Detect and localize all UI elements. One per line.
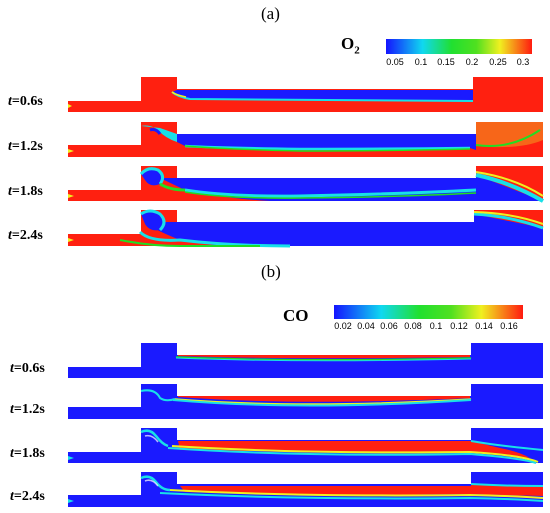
colorbar-b-tick-2: 0.04 <box>357 321 375 331</box>
colorbar-b-tick-4: 0.08 <box>404 321 422 331</box>
colorbar-a-tick-1: 0.05 <box>386 57 404 67</box>
time-label-a-3: t=1.8s <box>8 184 43 199</box>
co-contour-t24 <box>68 472 544 507</box>
o2-contour-t06 <box>68 77 543 112</box>
colorbar-b-tick-8: 0.16 <box>500 321 518 331</box>
colorbar-b-tick-3: 0.06 <box>380 321 398 331</box>
time-label-b-2: t=1.2s <box>10 402 45 417</box>
time-label-a-4: t=2.4s <box>8 228 43 243</box>
panel-a-label: (a) <box>261 4 280 23</box>
o2-contour-t24 <box>68 209 544 248</box>
colorbar-a-tick-6: 0.3 <box>516 57 530 67</box>
time-label-b-4: t=2.4s <box>10 489 45 504</box>
colorbar-a-tick-3: 0.15 <box>437 57 455 67</box>
co-contour-t06 <box>68 343 543 378</box>
panel-b-label: (b) <box>261 262 281 281</box>
time-label-b-3: t=1.8s <box>10 446 45 461</box>
colorbar-a-tick-4: 0.2 <box>465 57 479 67</box>
co-contour-t12 <box>68 384 543 419</box>
colorbar-a-tick-5: 0.25 <box>489 57 507 67</box>
colorbar-b-tick-6: 0.12 <box>450 321 468 331</box>
o2-contour-t18 <box>68 166 544 203</box>
o2-species-label: O2 <box>341 34 360 57</box>
colorbar-o2 <box>386 39 532 54</box>
time-label-a-1: t=0.6s <box>8 94 43 109</box>
co-species-label: CO <box>283 306 309 325</box>
time-label-b-1: t=0.6s <box>10 361 45 376</box>
colorbar-co <box>334 305 523 319</box>
co-contour-t18 <box>68 428 544 464</box>
o2-contour-t12 <box>68 122 543 157</box>
colorbar-b-tick-7: 0.14 <box>475 321 493 331</box>
colorbar-b-tick-1: 0.02 <box>334 321 352 331</box>
time-label-a-2: t=1.2s <box>8 139 43 154</box>
colorbar-a-tick-2: 0.1 <box>414 57 428 67</box>
colorbar-b-tick-5: 0.1 <box>429 321 443 331</box>
